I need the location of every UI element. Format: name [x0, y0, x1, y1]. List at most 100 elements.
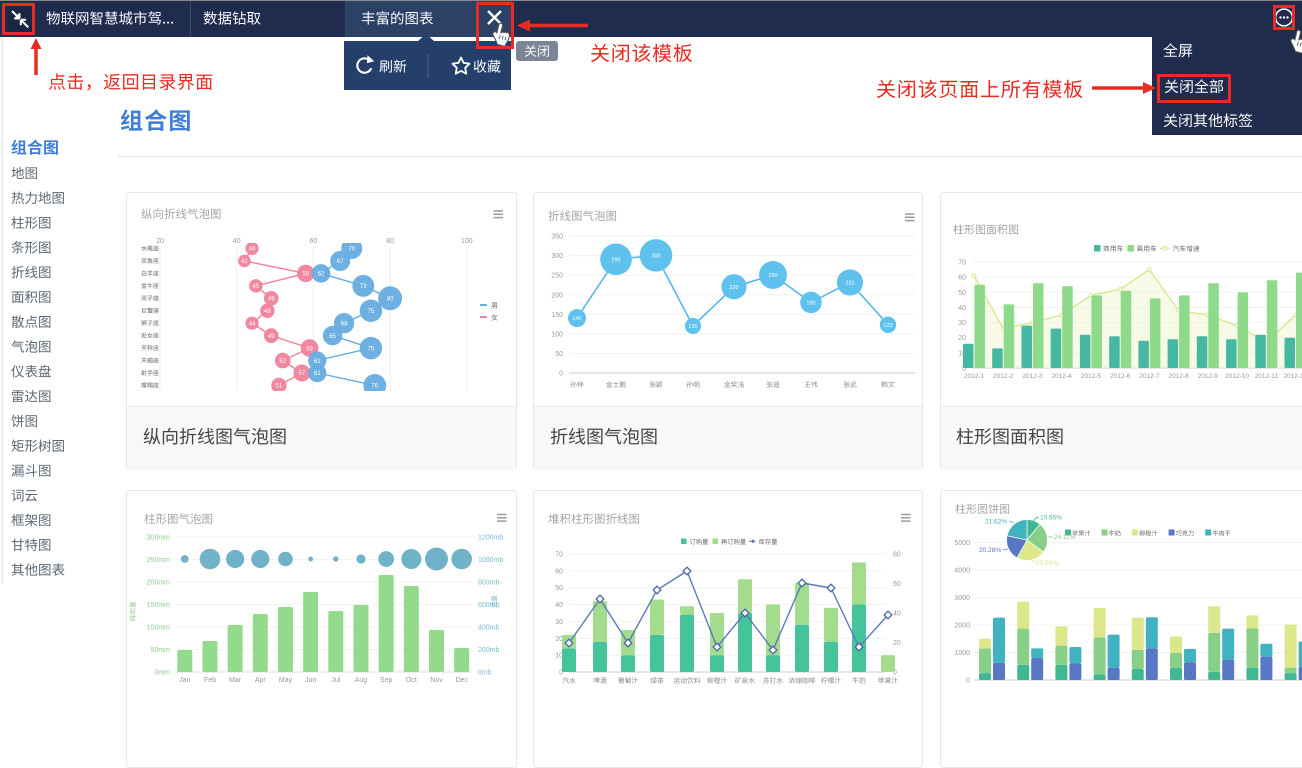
svg-text:0: 0 [966, 678, 970, 685]
svg-text:600mb: 600mb [478, 602, 500, 609]
svg-text:44: 44 [249, 247, 256, 253]
svg-text:5000: 5000 [954, 540, 970, 547]
svg-text:70: 70 [348, 247, 355, 253]
svg-text:61: 61 [314, 371, 321, 377]
svg-text:2012-9: 2012-9 [1198, 373, 1219, 380]
svg-text:10: 10 [555, 653, 563, 660]
svg-text:100: 100 [461, 238, 473, 245]
svg-text:0: 0 [893, 670, 897, 677]
svg-text:45: 45 [253, 284, 260, 290]
svg-text:2012-6: 2012-6 [1110, 373, 1131, 380]
svg-text:75: 75 [368, 346, 375, 352]
svg-text:10: 10 [958, 350, 966, 357]
svg-text:58: 58 [302, 272, 309, 278]
svg-text:49: 49 [268, 334, 275, 340]
svg-text:60: 60 [310, 238, 318, 245]
svg-text:60: 60 [958, 275, 966, 282]
svg-text:59: 59 [306, 346, 313, 352]
svg-text:0: 0 [962, 366, 966, 373]
svg-text:30: 30 [555, 619, 563, 626]
svg-text:350: 350 [551, 234, 563, 241]
svg-text:60: 60 [555, 568, 563, 575]
svg-text:250: 250 [551, 273, 563, 280]
svg-text:50: 50 [555, 351, 563, 358]
svg-text:70: 70 [958, 260, 966, 267]
svg-text:68: 68 [341, 321, 348, 327]
svg-text:300: 300 [551, 253, 563, 260]
svg-text:120: 120 [688, 324, 697, 330]
svg-text:42: 42 [241, 259, 248, 265]
svg-text:61: 61 [314, 359, 321, 365]
svg-text:2012-2: 2012-2 [993, 373, 1014, 380]
svg-text:200: 200 [551, 292, 563, 299]
svg-text:800mb: 800mb [478, 580, 500, 587]
svg-text:Mar: Mar [229, 677, 242, 684]
svg-text:2012-8: 2012-8 [1168, 373, 1189, 380]
svg-text:Jun: Jun [305, 677, 316, 684]
svg-text:60: 60 [893, 581, 901, 588]
svg-text:20: 20 [156, 238, 164, 245]
svg-text:100: 100 [551, 332, 563, 339]
svg-text:Sep: Sep [380, 677, 393, 684]
svg-text:Dec: Dec [455, 677, 468, 684]
svg-text:2012-3: 2012-3 [1022, 373, 1043, 380]
svg-text:75: 75 [368, 309, 375, 315]
svg-text:0mb: 0mb [478, 670, 492, 677]
svg-text:80: 80 [387, 297, 394, 303]
svg-text:250mm: 250mm [147, 557, 171, 564]
svg-text:100mm: 100mm [147, 625, 171, 632]
svg-text:70: 70 [555, 551, 563, 558]
svg-text:44: 44 [249, 321, 256, 327]
svg-text:Nov: Nov [430, 677, 443, 684]
svg-text:40: 40 [233, 238, 241, 245]
svg-text:50mm: 50mm [151, 647, 171, 654]
svg-text:80: 80 [893, 552, 901, 559]
svg-text:300mm: 300mm [147, 535, 171, 542]
svg-text:30: 30 [958, 320, 966, 327]
svg-text:73: 73 [360, 284, 367, 290]
svg-text:Aug: Aug [355, 677, 368, 684]
svg-text:48: 48 [264, 309, 271, 315]
svg-text:20: 20 [958, 335, 966, 342]
svg-text:2012-10: 2012-10 [1225, 373, 1249, 380]
svg-text:65: 65 [329, 334, 336, 340]
svg-text:10.95%: 10.95% [1040, 515, 1062, 522]
svg-text:123: 123 [883, 323, 892, 329]
svg-text:20: 20 [555, 636, 563, 643]
svg-text:49: 49 [268, 297, 275, 303]
svg-text:50: 50 [958, 290, 966, 297]
svg-text:2012-11: 2012-11 [1255, 373, 1279, 380]
svg-text:May: May [279, 677, 293, 684]
svg-text:200mb: 200mb [478, 647, 500, 654]
svg-text:Jul: Jul [331, 677, 340, 684]
svg-text:140: 140 [572, 316, 581, 322]
svg-text:24.11%: 24.11% [1054, 534, 1076, 541]
svg-text:40: 40 [893, 611, 901, 618]
svg-text:1000mb: 1000mb [478, 557, 503, 564]
svg-text:Feb: Feb [204, 677, 216, 684]
svg-text:180: 180 [806, 300, 815, 306]
svg-text:40: 40 [958, 305, 966, 312]
svg-text:50: 50 [555, 585, 563, 592]
svg-text:4000: 4000 [954, 568, 970, 575]
svg-text:80: 80 [386, 238, 394, 245]
svg-text:3000: 3000 [954, 595, 970, 602]
svg-text:20.28%: 20.28% [979, 547, 1001, 554]
svg-text:1000: 1000 [954, 650, 970, 657]
svg-text:20: 20 [893, 640, 901, 647]
svg-text:40: 40 [555, 602, 563, 609]
svg-text:Jan: Jan [179, 677, 190, 684]
svg-text:2012-5: 2012-5 [1081, 373, 1102, 380]
svg-text:Apr: Apr [255, 677, 267, 684]
svg-text:200mm: 200mm [147, 580, 171, 587]
svg-text:23.02%: 23.02% [1036, 560, 1058, 567]
svg-text:21.62%: 21.62% [985, 519, 1007, 526]
svg-text:51: 51 [276, 384, 283, 390]
svg-text:0mm: 0mm [154, 670, 170, 677]
svg-text:2012-4: 2012-4 [1052, 373, 1073, 380]
svg-text:290: 290 [611, 257, 620, 263]
svg-text:2000: 2000 [954, 623, 970, 630]
svg-text:0: 0 [559, 371, 563, 378]
svg-text:76: 76 [371, 384, 378, 390]
svg-text:62: 62 [318, 272, 325, 278]
